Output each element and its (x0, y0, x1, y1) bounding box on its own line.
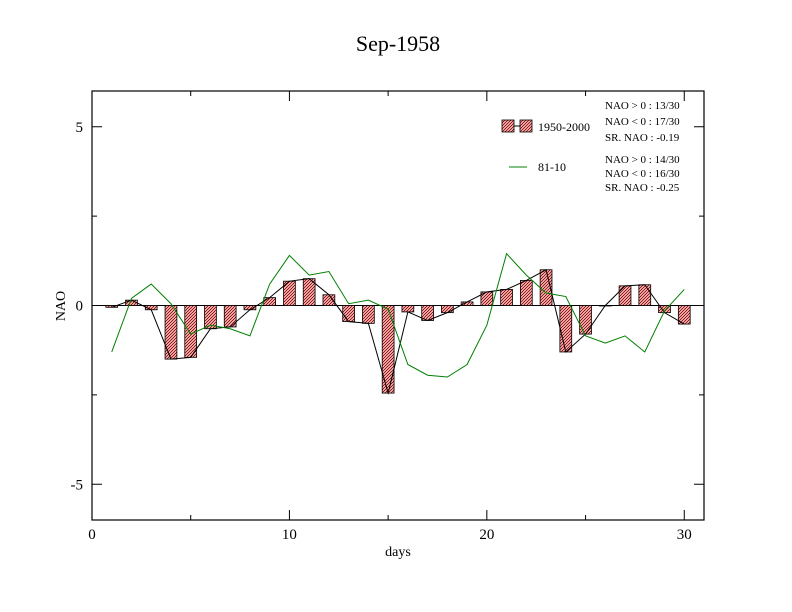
bar-day-25 (579, 305, 592, 335)
x-tick-label-10: 10 (282, 527, 297, 543)
stats-81-10-positive: NAO > 0 : 14/30 (605, 154, 680, 166)
x-axis-label: days (385, 545, 411, 560)
bar-day-14 (362, 305, 375, 324)
y-axis-label: NAO (54, 291, 69, 321)
x-tick-label-20: 20 (479, 527, 494, 543)
legend-bar-swatch-left (501, 119, 515, 133)
bar-day-18 (441, 305, 454, 314)
bar-day-9 (263, 297, 277, 306)
y-tick-label-5: 5 (76, 120, 84, 136)
y-tick-label-0: 0 (76, 299, 84, 315)
bar-day-21 (500, 289, 513, 306)
bar-day-1 (105, 305, 119, 308)
lines-layer (111, 252, 685, 396)
stats-81-10-negative: NAO < 0 : 16/30 (605, 168, 680, 180)
bar-day-22 (520, 280, 533, 306)
series-line-81-10 (111, 252, 685, 378)
stats-1950-2000-positive: NAO > 0 : 13/30 (605, 100, 680, 112)
legend-label-81-10: 81-10 (538, 160, 566, 174)
legend: 1950-2000 81-10 NAO > 0 : 13/30 NAO < 0 … (501, 100, 680, 194)
bars-layer (105, 269, 691, 394)
x-tick-label-30: 30 (677, 527, 692, 543)
chart-title: Sep-1958 (356, 31, 440, 56)
stats-81-10-sr: SR. NAO : -0.25 (605, 182, 680, 194)
legend-bar-swatch-right (519, 119, 533, 133)
bar-day-27 (618, 285, 632, 306)
stats-1950-2000-negative: NAO < 0 : 17/30 (605, 116, 680, 128)
bar-day-5 (184, 305, 198, 358)
bar-day-28 (638, 284, 652, 306)
ticks-layer: 0 10 20 30 -5 0 5 (71, 91, 704, 543)
series-line-1950-2000 (111, 268, 685, 396)
bar-day-24 (559, 305, 573, 353)
bar-day-4 (164, 305, 178, 360)
stats-1950-2000-sr: SR. NAO : -0.19 (605, 132, 680, 144)
bar-day-13 (342, 305, 355, 322)
bar-day-16 (401, 305, 415, 313)
y-tick-label--5: -5 (71, 477, 84, 493)
bar-day-30 (677, 305, 691, 325)
legend-label-1950-2000: 1950-2000 (538, 120, 590, 134)
x-tick-label-0: 0 (88, 527, 96, 543)
bar-day-2 (125, 299, 138, 306)
